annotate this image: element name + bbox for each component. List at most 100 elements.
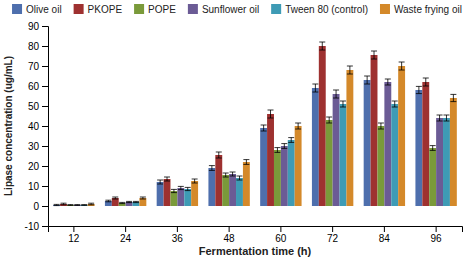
bar	[319, 46, 326, 206]
error-cap	[364, 84, 370, 85]
error-bar	[61, 203, 67, 205]
error-bar	[399, 62, 405, 70]
legend-label: Olive oil	[26, 4, 62, 15]
x-tick: 84	[379, 226, 391, 244]
y-tick-mark	[42, 26, 48, 27]
error-bar	[126, 201, 132, 202]
error-line	[263, 125, 264, 131]
bar	[208, 168, 215, 206]
error-cap	[281, 143, 287, 144]
series	[81, 101, 450, 206]
error-cap	[268, 118, 274, 119]
bar	[60, 204, 67, 206]
y-tick-label: 10	[28, 181, 40, 192]
error-cap	[119, 203, 125, 204]
error-cap	[74, 204, 80, 205]
y-tick-label: 30	[28, 141, 40, 152]
series	[88, 62, 457, 206]
y-tick-label: -10	[25, 221, 40, 232]
plot: 1224364860728496-100102030405060708090Fe…	[3, 21, 463, 257]
error-cap	[67, 205, 73, 206]
bar	[450, 98, 457, 206]
error-cap	[81, 204, 87, 205]
legend-item: POPE	[134, 4, 176, 15]
bar	[139, 198, 146, 206]
error-line	[284, 144, 285, 149]
error-bar	[105, 200, 111, 202]
error-bar	[437, 115, 443, 121]
legend-swatch	[188, 4, 198, 14]
bar	[184, 189, 191, 206]
error-cap	[236, 180, 242, 181]
y-tick-mark	[42, 66, 48, 67]
error-cap	[399, 62, 405, 63]
error-bar	[185, 187, 191, 190]
error-bar	[223, 173, 229, 177]
error-cap	[164, 177, 170, 178]
bar	[236, 178, 243, 206]
x-tick-label: 96	[431, 233, 443, 244]
legend-label: POPE	[148, 4, 176, 15]
error-cap	[54, 205, 60, 206]
error-bar	[236, 176, 242, 180]
error-cap	[430, 145, 436, 146]
error-line	[453, 94, 454, 101]
y-tick: 0	[33, 201, 48, 212]
error-cap	[416, 86, 422, 87]
error-bar	[385, 79, 391, 85]
x-tick-label: 12	[68, 233, 80, 244]
error-cap	[312, 84, 318, 85]
error-cap	[157, 184, 163, 185]
x-tick-label: 36	[172, 233, 184, 244]
error-cap	[347, 66, 353, 67]
legend-item: Olive oil	[12, 4, 62, 15]
bar	[164, 179, 171, 206]
error-cap	[385, 79, 391, 80]
x-tick: 48	[224, 226, 236, 244]
legend-swatch	[12, 4, 22, 14]
error-line	[374, 51, 375, 59]
error-cap	[326, 123, 332, 124]
bar	[288, 140, 295, 206]
y-tick: -10	[25, 221, 48, 232]
error-cap	[333, 98, 339, 99]
y-tick: 20	[28, 161, 48, 172]
error-line	[194, 179, 195, 183]
error-cap	[319, 50, 325, 51]
bar	[88, 204, 95, 206]
series	[60, 42, 429, 206]
error-cap	[216, 158, 222, 159]
y-tick: 40	[28, 121, 48, 132]
error-line	[367, 76, 368, 84]
error-cap	[140, 199, 146, 200]
error-bar	[450, 94, 456, 101]
error-cap	[230, 176, 236, 177]
bar	[436, 118, 443, 206]
y-tick-mark	[42, 86, 48, 87]
x-tick-label: 84	[379, 233, 391, 244]
x-tick-label: 24	[120, 233, 132, 244]
error-cap	[81, 205, 87, 206]
bar	[53, 205, 60, 206]
error-cap	[399, 70, 405, 71]
y-tick: 30	[28, 141, 48, 152]
x-tick-mark	[436, 226, 437, 232]
error-cap	[192, 183, 198, 184]
bar	[74, 205, 81, 206]
error-bar	[209, 166, 215, 171]
legend-label: PKOPE	[88, 4, 123, 15]
error-cap	[261, 125, 267, 126]
bar	[133, 202, 140, 206]
bar	[191, 181, 198, 206]
error-bar	[312, 84, 318, 92]
error-bar	[347, 66, 353, 74]
error-bar	[157, 180, 163, 184]
error-cap	[340, 107, 346, 108]
error-line	[401, 62, 402, 70]
error-line	[387, 79, 388, 85]
y-tick-mark	[42, 146, 48, 147]
legend-swatch	[134, 4, 144, 14]
error-cap	[157, 180, 163, 181]
error-bar	[443, 115, 449, 121]
x-axis-title: Fermentation time (h)	[199, 245, 312, 257]
